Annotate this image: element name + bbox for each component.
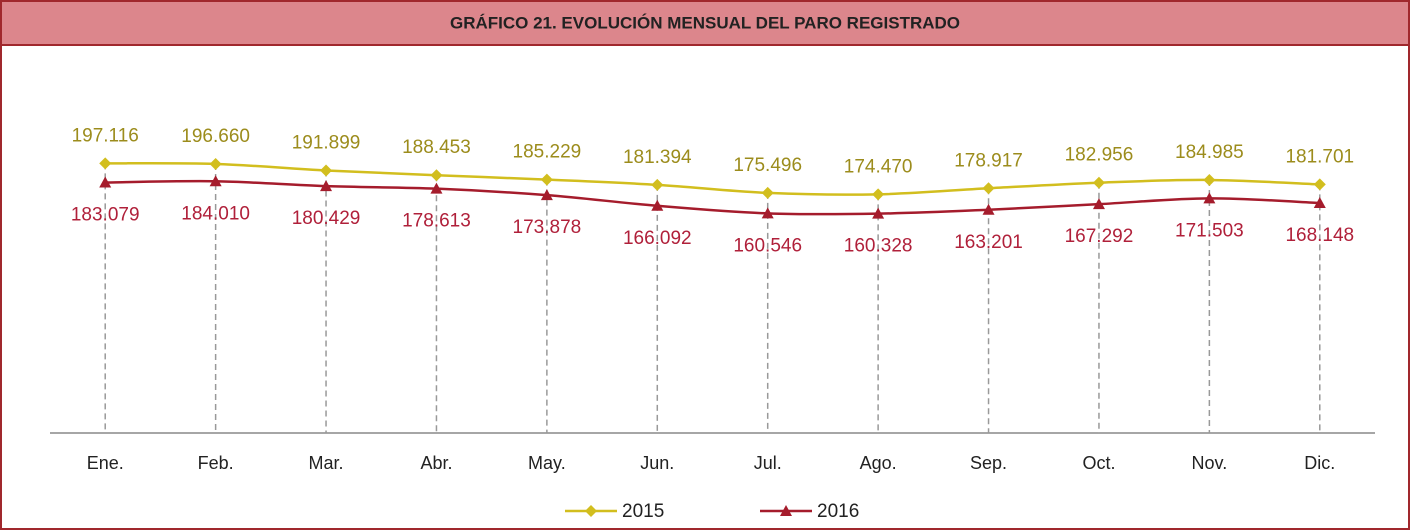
point: [1313, 196, 1326, 208]
data-label: 191.899: [292, 132, 361, 153]
data-label: 185.229: [513, 142, 582, 163]
legend-marker: [585, 505, 597, 517]
data-label: 188.453: [402, 137, 471, 158]
data-label: 160.328: [844, 236, 913, 257]
data-label: 196.660: [181, 126, 250, 147]
point: [1313, 178, 1326, 191]
data-label: 174.470: [844, 156, 913, 177]
data-label: 178.613: [402, 211, 471, 232]
data-label: 184.010: [181, 203, 250, 224]
data-label: 182.956: [1065, 145, 1134, 166]
x-tick-label: Mar.: [309, 453, 344, 473]
point: [1092, 176, 1105, 189]
x-tick-label: May.: [528, 453, 566, 473]
data-label: 197.116: [72, 125, 139, 146]
point: [99, 157, 112, 170]
x-tick-label: Jun.: [640, 453, 674, 473]
point: [320, 164, 333, 177]
point: [982, 182, 995, 195]
data-label: 173.878: [513, 217, 582, 238]
point: [320, 180, 333, 192]
point: [209, 157, 222, 170]
data-label: 175.496: [733, 155, 802, 176]
chart-title: GRÁFICO 21. EVOLUCIÓN MENSUAL DEL PARO R…: [450, 13, 960, 32]
point: [872, 188, 885, 201]
data-label: 178.917: [954, 150, 1023, 171]
legend-label: 2016: [817, 501, 859, 522]
series-line: [105, 179, 1320, 216]
data-label: 184.985: [1175, 142, 1244, 163]
x-tick-label: Oct.: [1082, 453, 1115, 473]
data-label: 180.429: [292, 208, 361, 229]
point: [651, 199, 664, 211]
point: [430, 182, 443, 194]
data-label: 171.503: [1175, 220, 1244, 241]
point: [1092, 198, 1105, 210]
point: [872, 207, 885, 219]
data-label: 163.201: [954, 232, 1023, 253]
x-tick-label: Dic.: [1304, 453, 1335, 473]
point: [761, 186, 774, 199]
x-tick-label: Sep.: [970, 453, 1007, 473]
point: [761, 207, 774, 219]
x-tick-label: Abr.: [420, 453, 452, 473]
x-tick-label: Nov.: [1192, 453, 1228, 473]
x-tick-label: Feb.: [198, 453, 234, 473]
point: [430, 169, 443, 182]
point: [651, 178, 664, 191]
point: [982, 203, 995, 215]
series-line: [105, 162, 1320, 196]
header: [0, 0, 1410, 46]
x-tick-label: Jul.: [754, 453, 782, 473]
point: [1203, 192, 1216, 204]
point: [540, 173, 553, 186]
x-tick-label: Ene.: [87, 453, 124, 473]
data-label: 168.148: [1285, 225, 1354, 246]
data-label: 183.079: [71, 205, 140, 226]
point: [209, 175, 222, 187]
legend-label: 2015: [622, 501, 664, 522]
point: [540, 189, 553, 201]
legend-marker: [780, 505, 792, 516]
point: [1203, 173, 1216, 186]
data-label: 160.546: [733, 235, 802, 256]
data-label: 166.092: [623, 228, 692, 249]
point: [99, 176, 112, 188]
x-tick-label: Ago.: [860, 453, 897, 473]
data-label: 181.701: [1285, 146, 1354, 167]
data-label: 181.394: [623, 147, 692, 168]
data-label: 167.292: [1065, 226, 1134, 247]
